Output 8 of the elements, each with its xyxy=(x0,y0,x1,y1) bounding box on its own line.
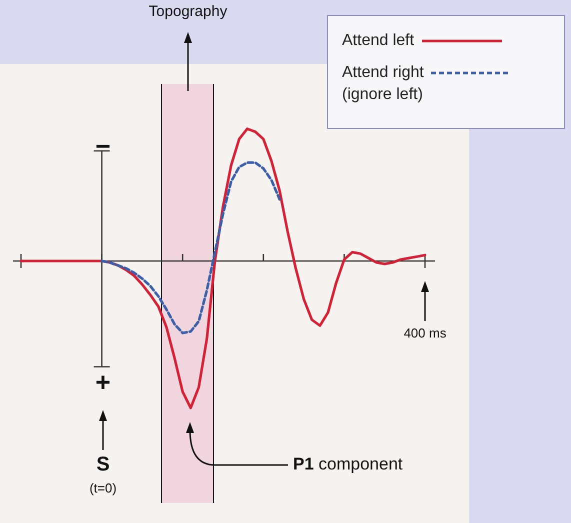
text: Topography xyxy=(148,3,228,20)
text: P1 component xyxy=(293,454,403,474)
annotation: + xyxy=(95,367,111,398)
annotation: − xyxy=(95,131,111,162)
text: S (t=0) xyxy=(89,454,117,496)
legend-label: Attend left xyxy=(342,31,416,51)
legend-label: Attend right (ignore left) xyxy=(342,63,425,105)
annotation: 400 ms xyxy=(404,326,447,341)
